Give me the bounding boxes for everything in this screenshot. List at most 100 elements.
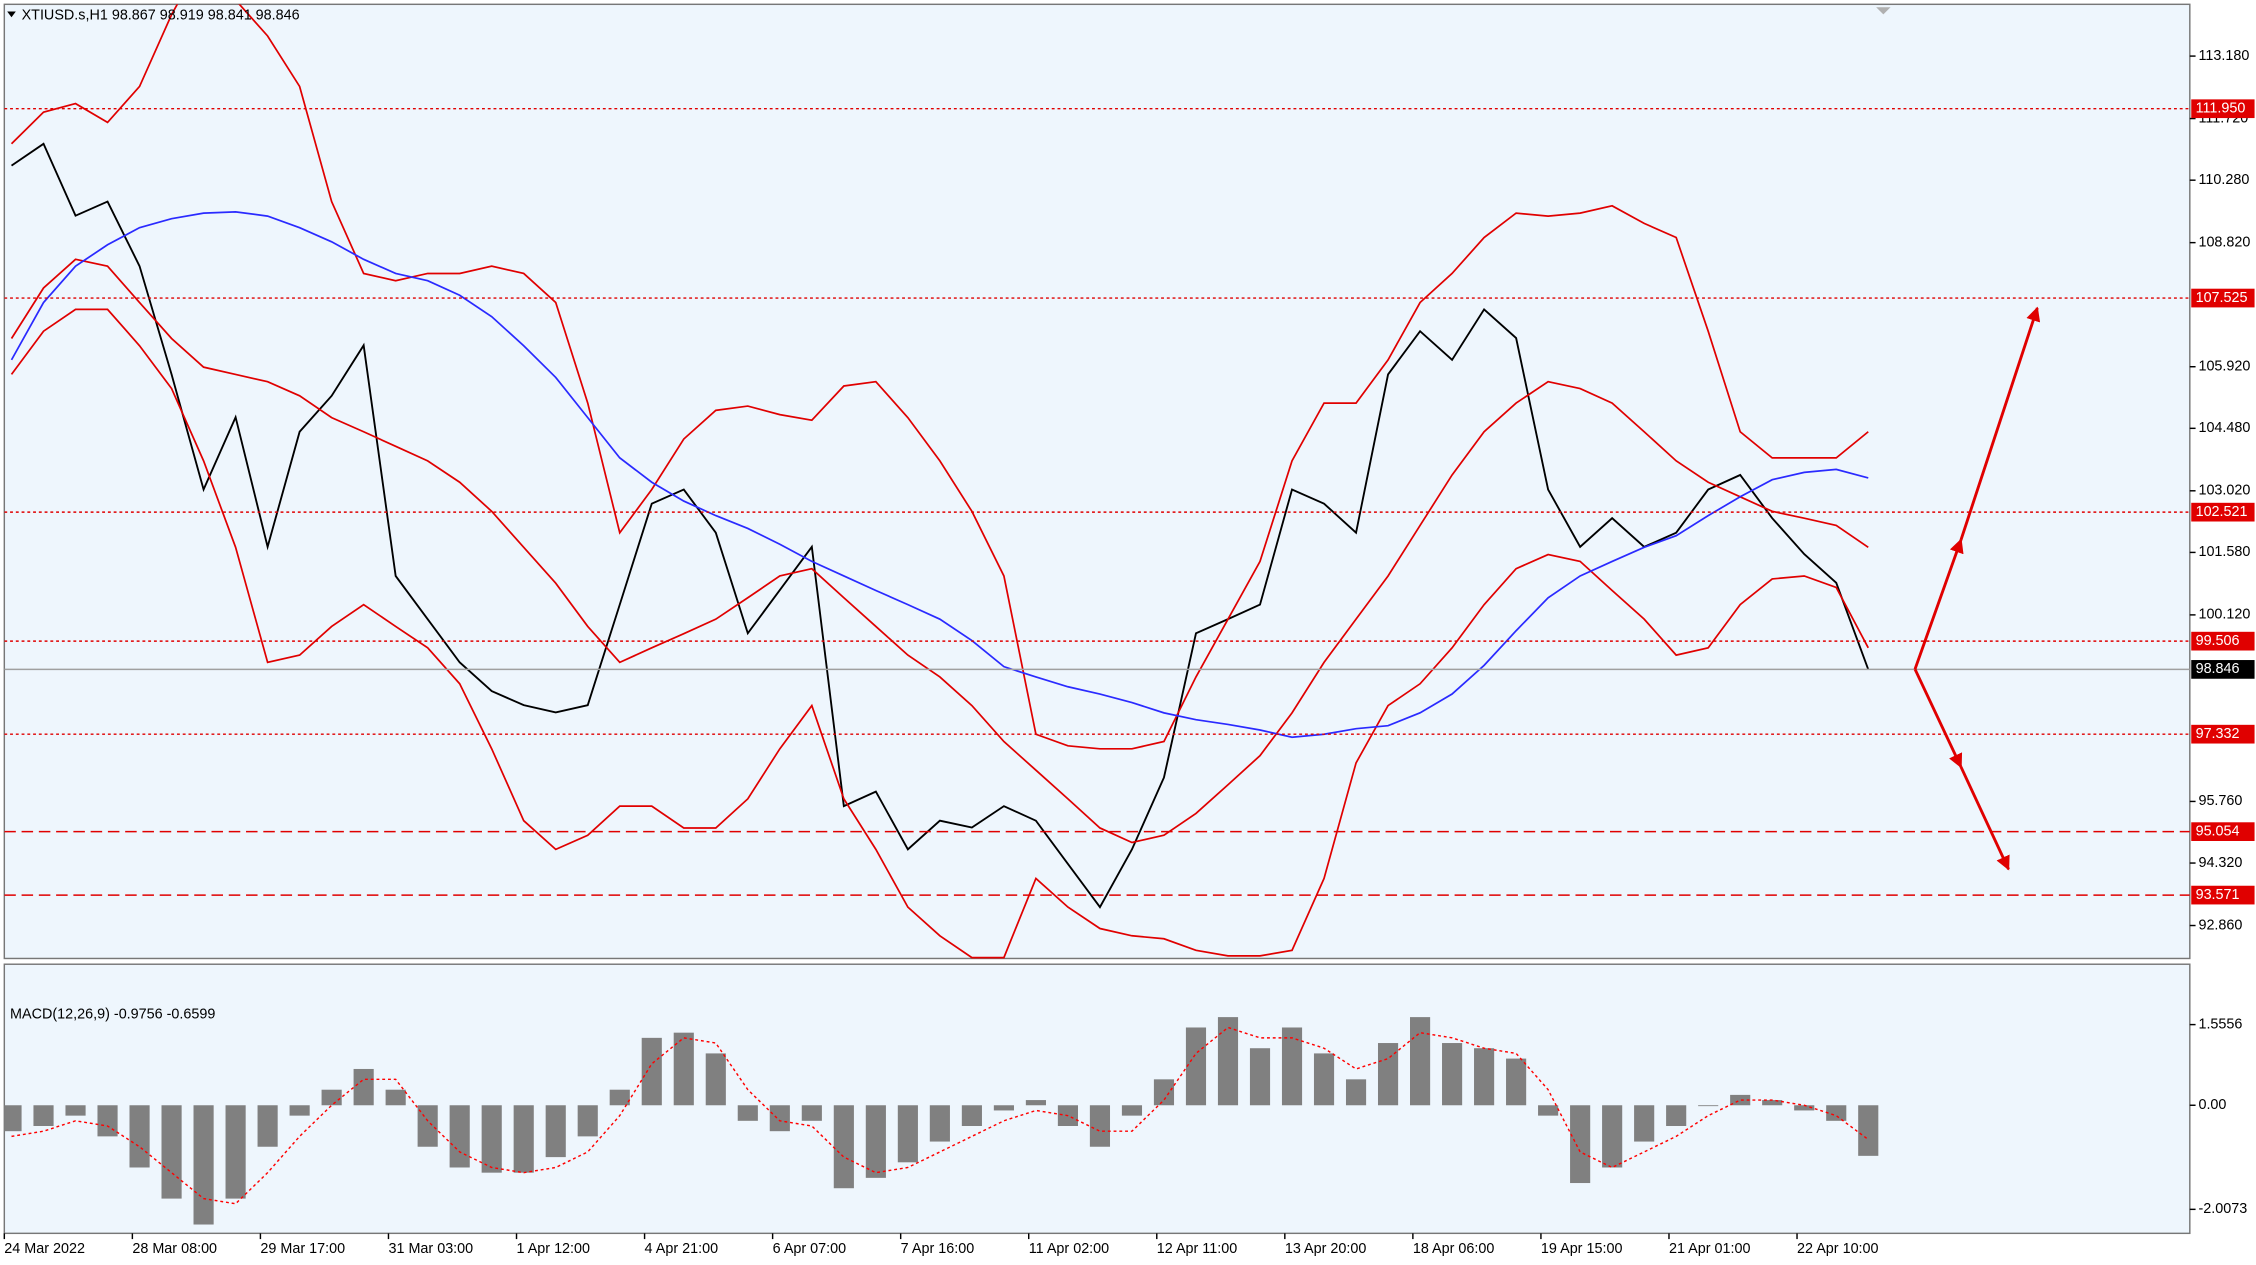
macd-bar bbox=[1858, 1105, 1879, 1156]
y-tick-label: 1.5556 bbox=[2198, 1016, 2242, 1032]
macd-bar bbox=[1185, 1027, 1207, 1106]
x-tick-label: 28 Mar 08:00 bbox=[132, 1241, 217, 1257]
x-tick-label: 18 Apr 06:00 bbox=[1413, 1241, 1495, 1257]
y-tick-label: 101.580 bbox=[2198, 544, 2250, 560]
macd-header: MACD(12,26,9) -0.9756 -0.6599 bbox=[10, 1006, 215, 1022]
macd-bar bbox=[257, 1105, 278, 1147]
x-tick-label: 6 Apr 07:00 bbox=[773, 1241, 847, 1257]
macd-bar bbox=[289, 1105, 310, 1116]
macd-bar bbox=[1442, 1043, 1463, 1106]
indicator-line bbox=[10, 258, 1869, 844]
macd-bar bbox=[321, 1089, 342, 1106]
y-tick-label: 103.020 bbox=[2198, 483, 2250, 499]
x-tick-label: 19 Apr 15:00 bbox=[1541, 1241, 1623, 1257]
macd-bar bbox=[1666, 1105, 1687, 1127]
macd-bar bbox=[1762, 1100, 1783, 1106]
macd-bar bbox=[417, 1105, 438, 1147]
level-label: 95.054 bbox=[2196, 823, 2240, 839]
last-price-box bbox=[2191, 660, 2255, 679]
x-tick-label: 13 Apr 20:00 bbox=[1285, 1241, 1367, 1257]
main-panel bbox=[3, 3, 2191, 960]
macd-layer bbox=[4, 1017, 1879, 1225]
macd-bar bbox=[1634, 1105, 1655, 1142]
macd-bar bbox=[225, 1105, 246, 1199]
x-tick-label: 24 Mar 2022 bbox=[4, 1241, 85, 1257]
level-label-box bbox=[2191, 724, 2255, 744]
y-tick-label: 113.180 bbox=[2198, 48, 2249, 64]
level-label: 102.521 bbox=[2196, 504, 2248, 520]
level-label: 99.506 bbox=[2196, 633, 2240, 649]
macd-bar bbox=[129, 1105, 150, 1168]
macd-bar bbox=[161, 1105, 182, 1199]
macd-bar bbox=[1313, 1053, 1335, 1106]
symbol-menu-icon[interactable] bbox=[7, 11, 16, 18]
indicator-line bbox=[10, 308, 1870, 959]
y-tick-label: 92.860 bbox=[2198, 917, 2242, 933]
macd-bar bbox=[1698, 1105, 1719, 1107]
forecast-arrows bbox=[1913, 306, 2041, 871]
macd-bar bbox=[897, 1105, 918, 1163]
main-layer bbox=[4, 4, 2190, 959]
y-tick-label: 110.280 bbox=[2198, 172, 2249, 188]
y-tick-label: 108.820 bbox=[2198, 234, 2250, 250]
macd-bar bbox=[1153, 1079, 1175, 1106]
indicator-line bbox=[10, 4, 1869, 750]
shift-marker bbox=[1876, 7, 1891, 15]
macd-bar bbox=[961, 1105, 982, 1127]
x-tick-label: 7 Apr 16:00 bbox=[901, 1241, 975, 1257]
last-price-label: 98.846 bbox=[2196, 661, 2240, 677]
y-tick-label: 105.920 bbox=[2198, 359, 2250, 375]
macd-bar bbox=[577, 1105, 598, 1137]
macd-bar bbox=[193, 1105, 214, 1225]
x-tick-label: 11 Apr 02:00 bbox=[1029, 1241, 1109, 1257]
macd-bar bbox=[1281, 1027, 1303, 1106]
arrow bbox=[1959, 766, 2010, 871]
level-label: 93.571 bbox=[2196, 887, 2240, 903]
macd-bar bbox=[833, 1105, 854, 1189]
macd-bar bbox=[33, 1105, 54, 1127]
macd-bar bbox=[1602, 1105, 1623, 1168]
y-tick-label: -2.0073 bbox=[2198, 1201, 2247, 1217]
macd-bar bbox=[1730, 1094, 1751, 1106]
macd-bar bbox=[1025, 1100, 1046, 1106]
macd-bar bbox=[609, 1089, 630, 1106]
macd-bar bbox=[513, 1105, 534, 1173]
macd-bar bbox=[1217, 1017, 1239, 1106]
level-label-box bbox=[2191, 502, 2255, 522]
macd-bar bbox=[1538, 1105, 1559, 1116]
macd-bar bbox=[481, 1105, 502, 1173]
level-label: 97.332 bbox=[2196, 726, 2240, 742]
macd-bar bbox=[449, 1105, 470, 1168]
macd-bar bbox=[1089, 1105, 1111, 1147]
level-label: 107.525 bbox=[2196, 290, 2248, 306]
y-tick-label: 94.320 bbox=[2198, 855, 2242, 871]
x-tick-label: 31 Mar 03:00 bbox=[388, 1241, 473, 1257]
macd-bar bbox=[641, 1037, 662, 1106]
level-label-box bbox=[2191, 99, 2255, 119]
macd-bar bbox=[993, 1105, 1014, 1111]
x-tick-label: 12 Apr 11:00 bbox=[1157, 1241, 1237, 1257]
arrow bbox=[1913, 668, 1963, 769]
macd-bar bbox=[65, 1105, 86, 1116]
macd-bar bbox=[769, 1105, 790, 1132]
macd-bar bbox=[737, 1105, 758, 1121]
indicator-line bbox=[10, 210, 1869, 739]
level-label-box bbox=[2191, 885, 2255, 905]
level-label: 111.950 bbox=[2196, 101, 2246, 117]
level-label-box bbox=[2191, 288, 2255, 308]
macd-bar bbox=[385, 1089, 406, 1106]
y-tick-label: 0.00 bbox=[2198, 1097, 2226, 1113]
x-tick-label: 22 Apr 10:00 bbox=[1797, 1241, 1879, 1257]
y-tick-label: 95.760 bbox=[2198, 793, 2242, 809]
macd-bar bbox=[865, 1105, 886, 1178]
macd-bar bbox=[1826, 1105, 1847, 1121]
macd-bar bbox=[929, 1105, 950, 1142]
chart-header: XTIUSD.s,H1 98.867 98.919 98.841 98.846 bbox=[22, 8, 300, 24]
y-tick-label: 100.120 bbox=[2198, 607, 2250, 623]
arrow bbox=[1959, 306, 2041, 541]
macd-bar bbox=[1121, 1105, 1143, 1116]
x-tick-label: 29 Mar 17:00 bbox=[260, 1241, 345, 1257]
level-label-box bbox=[2191, 822, 2255, 841]
x-tick-label: 4 Apr 21:00 bbox=[645, 1241, 719, 1257]
